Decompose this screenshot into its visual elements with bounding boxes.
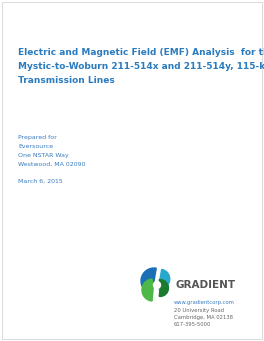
Text: GRADIENT: GRADIENT xyxy=(176,280,236,290)
Text: 20 University Road: 20 University Road xyxy=(174,308,224,313)
Wedge shape xyxy=(142,279,153,301)
Text: Transmission Lines: Transmission Lines xyxy=(18,76,115,85)
Text: March 6, 2015: March 6, 2015 xyxy=(18,179,63,184)
Wedge shape xyxy=(159,280,168,296)
Wedge shape xyxy=(141,268,156,294)
Text: www.gradientcorp.com: www.gradientcorp.com xyxy=(174,300,235,305)
Circle shape xyxy=(153,282,161,288)
Text: One NSTAR Way: One NSTAR Way xyxy=(18,153,69,158)
Text: Electric and Magnetic Field (EMF) Analysis  for the: Electric and Magnetic Field (EMF) Analys… xyxy=(18,48,264,57)
Text: Cambridge, MA 02138: Cambridge, MA 02138 xyxy=(174,315,233,320)
Wedge shape xyxy=(158,269,170,289)
Text: Mystic-to-Woburn 211-514x and 211-514y, 115-kV: Mystic-to-Woburn 211-514x and 211-514y, … xyxy=(18,62,264,71)
Text: Eversource: Eversource xyxy=(18,144,53,149)
Text: 617-395-5000: 617-395-5000 xyxy=(174,322,211,327)
Text: Westwood, MA 02090: Westwood, MA 02090 xyxy=(18,162,86,167)
Text: Prepared for: Prepared for xyxy=(18,135,57,140)
